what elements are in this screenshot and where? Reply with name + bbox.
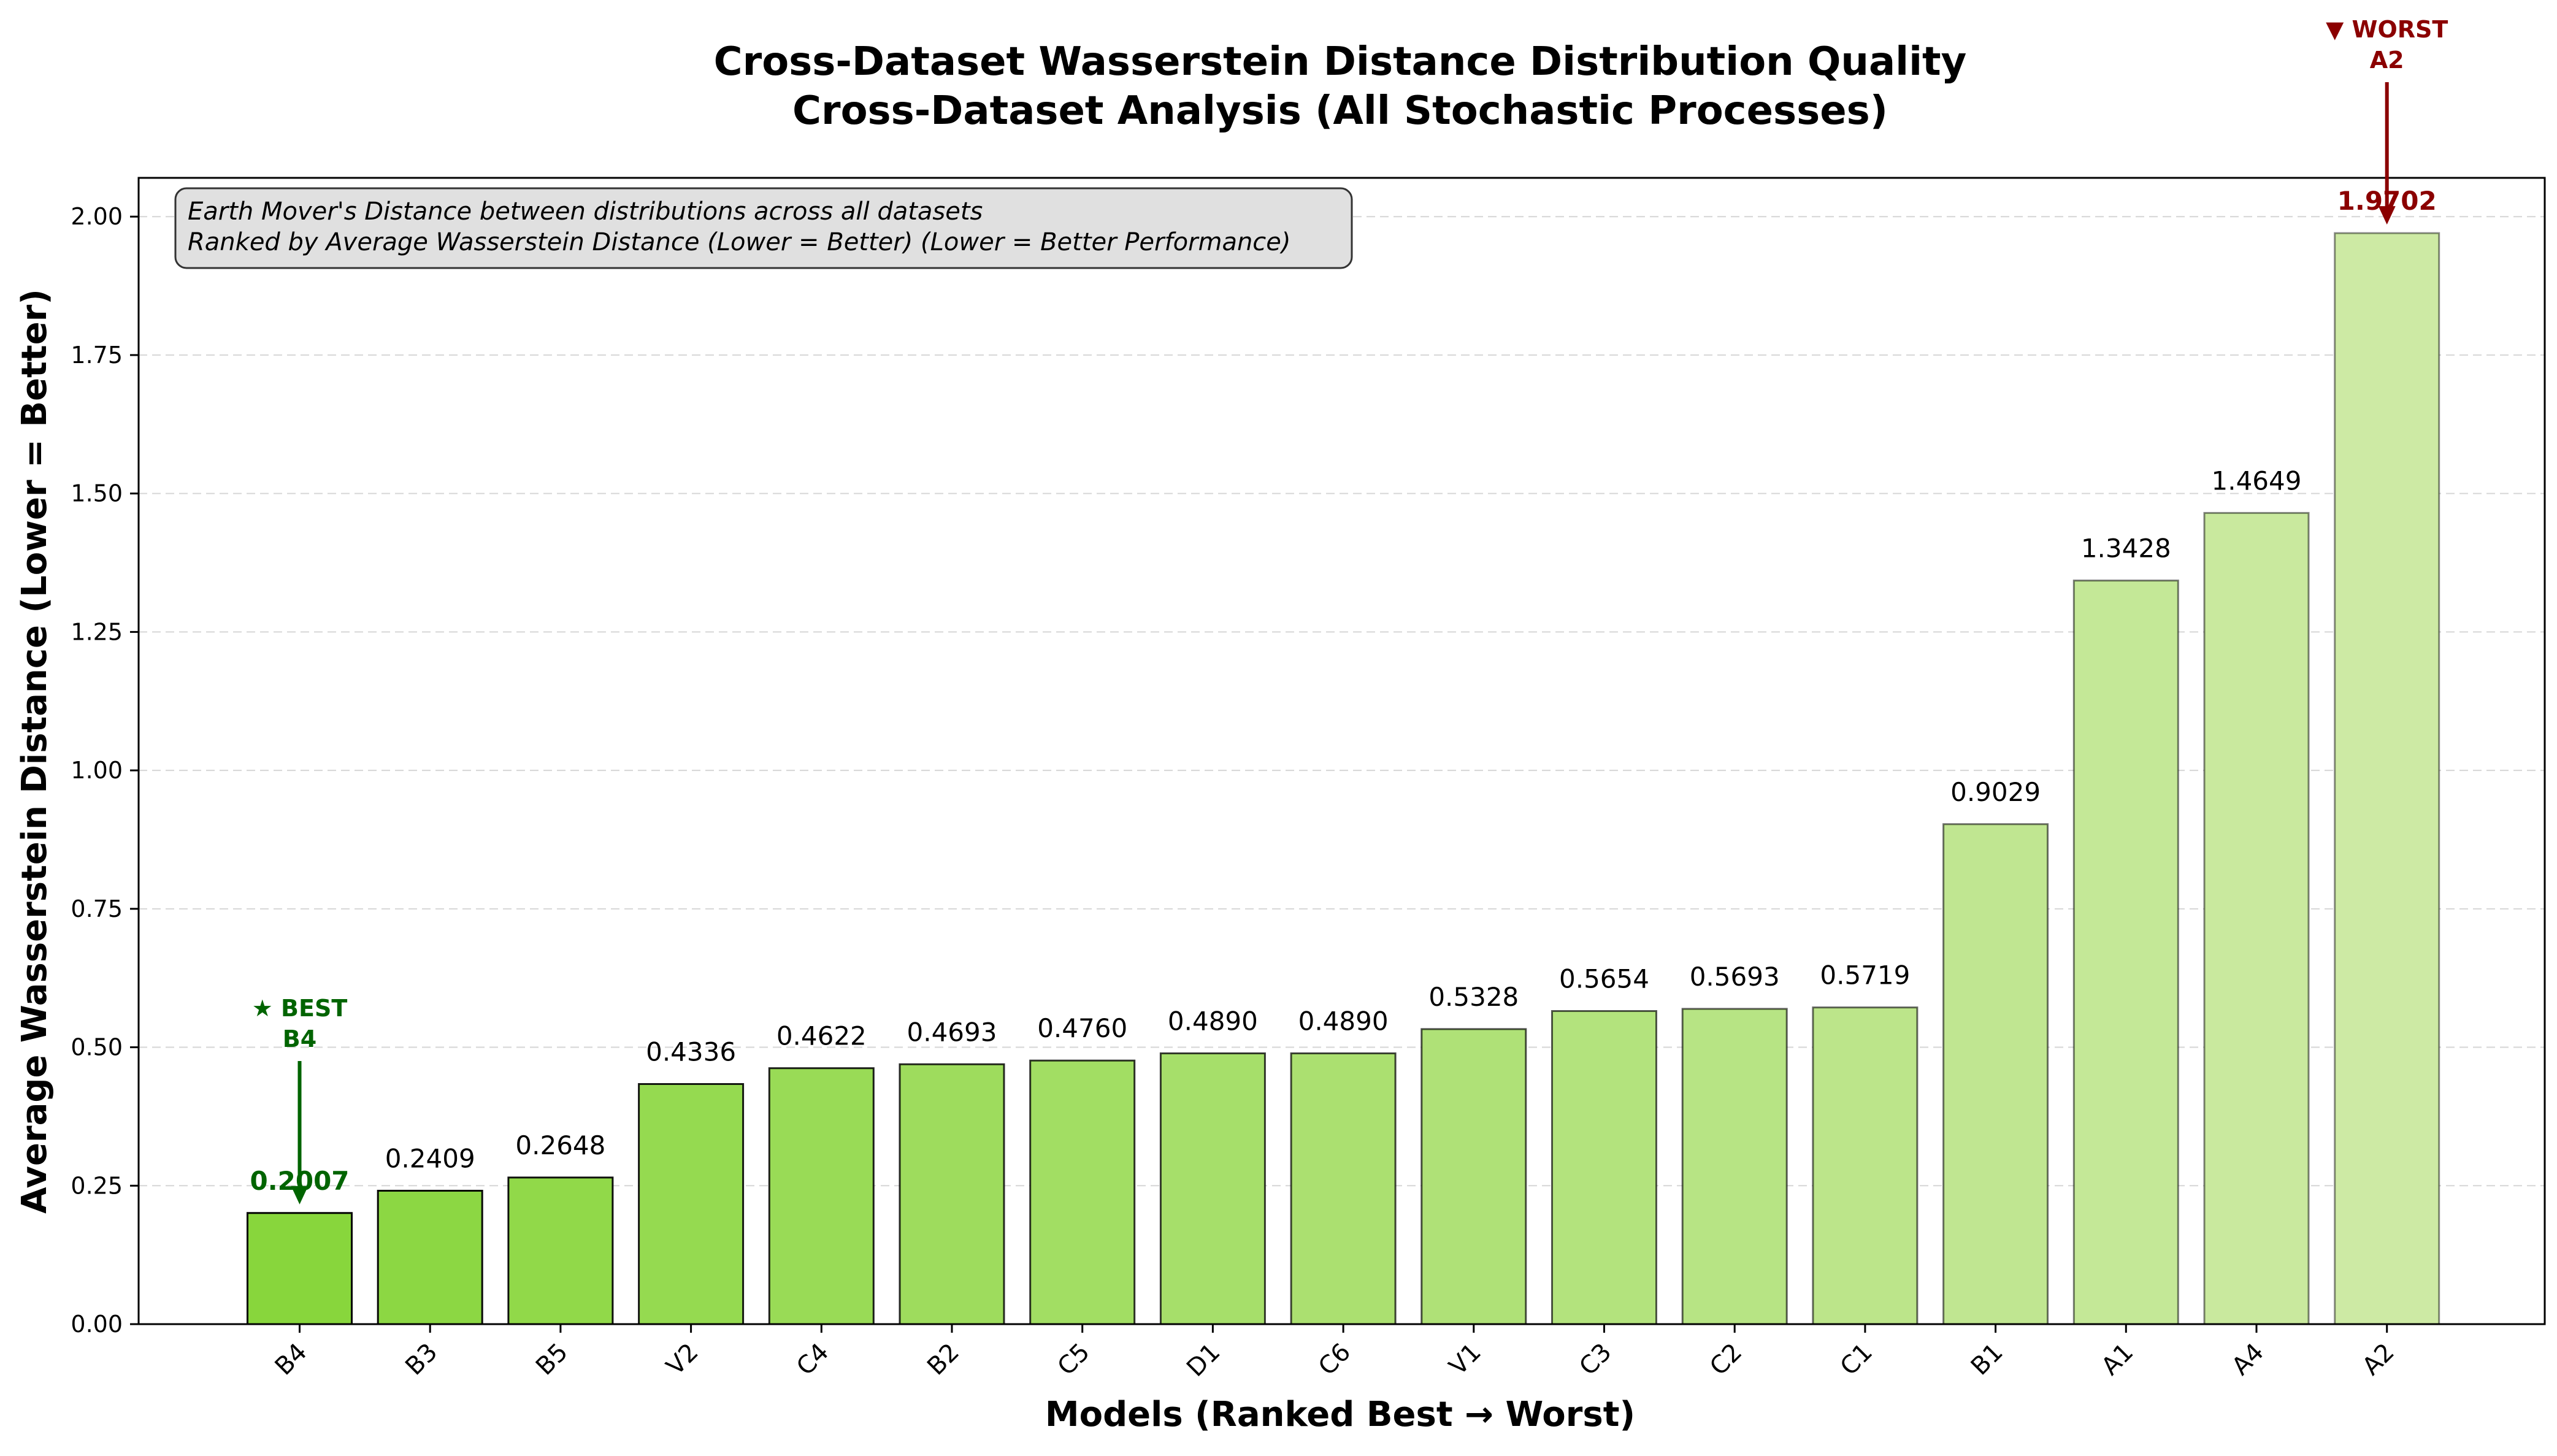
y-tick-label: 0.00 (71, 1311, 123, 1338)
bar-a4 (2203, 512, 2310, 1325)
y-axis-label: Average Wasserstein Distance (Lower = Be… (15, 289, 55, 1214)
x-tick-label: B5 (531, 1338, 573, 1381)
value-label: 0.5719 (1820, 960, 1910, 990)
bar-b5 (507, 1176, 614, 1325)
info-box-line2: Ranked by Average Wasserstein Distance (… (188, 228, 1291, 256)
bars (247, 232, 2440, 1325)
value-label: 0.4890 (1168, 1006, 1258, 1036)
value-label: 0.4336 (646, 1037, 736, 1067)
x-tick-label: C2 (1704, 1338, 1747, 1381)
y-tick-label: 0.50 (71, 1034, 123, 1061)
bar-b1 (1942, 823, 2049, 1325)
worst-annotation-label: ▼ WORST (2326, 16, 2448, 43)
x-tick-label: V1 (1444, 1338, 1487, 1381)
bar-b4 (247, 1212, 353, 1325)
best-arrowhead (291, 1186, 309, 1205)
value-label: 0.2648 (515, 1130, 605, 1160)
x-tick-label: C3 (1574, 1338, 1617, 1381)
value-label: 0.2409 (385, 1143, 475, 1173)
bar-v2 (638, 1083, 745, 1325)
x-tick-label: B4 (270, 1338, 313, 1381)
x-tick-label: C6 (1313, 1338, 1356, 1381)
y-tick-label: 1.50 (71, 480, 123, 507)
bar-d1 (1159, 1052, 1266, 1325)
y-tick-label: 0.25 (71, 1172, 123, 1199)
y-tick-label: 1.00 (71, 757, 123, 784)
value-label: 1.3428 (2081, 534, 2171, 564)
value-label: 0.4693 (907, 1017, 997, 1047)
value-label: 0.4890 (1298, 1006, 1389, 1036)
info-box-background (174, 187, 1353, 269)
bar-a1 (2072, 580, 2179, 1325)
x-tick-label: A4 (2226, 1338, 2269, 1381)
bar-c1 (1812, 1006, 1919, 1325)
y-tick-label: 1.25 (71, 618, 123, 645)
x-tick-label: C5 (1052, 1338, 1095, 1381)
x-axis-ticks: B4 B3 B5 V2 C4 B2 C5 D1 C6 V1 C3 C2 C1 B1 A1 A4 A2 (270, 1324, 2400, 1382)
bar-b2 (899, 1063, 1005, 1325)
chart-subtitle: Cross-Dataset Analysis (All Stochastic P… (792, 88, 1888, 134)
bar-c3 (1551, 1010, 1657, 1325)
info-box: Earth Mover's Distance between distribut… (174, 187, 1353, 269)
y-axis-ticks: 0.00 0.25 0.50 0.75 1.00 1.25 1.50 1.75 2.00 (71, 203, 139, 1338)
y-tick-label: 1.75 (71, 342, 123, 369)
plot-frame (137, 177, 2546, 1325)
value-label: 0.5654 (1559, 964, 1649, 994)
value-label: 0.5693 (1690, 962, 1780, 992)
y-tick-label: 2.00 (71, 203, 123, 230)
x-tick-label: V2 (661, 1338, 704, 1381)
bar-v1 (1420, 1028, 1527, 1325)
grid-lines (139, 216, 2545, 1187)
value-label: 0.4622 (776, 1021, 867, 1051)
bar-c2 (1681, 1008, 1788, 1325)
x-tick-label: B3 (400, 1338, 443, 1381)
annotations: ★ BEST B4 ▼ WORST A2 (252, 16, 2448, 1205)
x-axis-label: Models (Ranked Best → Worst) (1045, 1395, 1635, 1435)
y-tick-label: 0.75 (71, 895, 123, 922)
value-label: 1.4649 (2212, 466, 2302, 496)
bar-a2 (2334, 232, 2440, 1325)
x-tick-label: D1 (1181, 1338, 1225, 1382)
bar-c6 (1290, 1052, 1397, 1325)
best-annotation-label: ★ BEST (252, 995, 348, 1022)
chart-title: Cross-Dataset Wasserstein Distance Distr… (714, 39, 1967, 85)
best-annotation-model: B4 (283, 1025, 316, 1052)
x-tick-label: A1 (2096, 1338, 2139, 1381)
x-tick-label: A2 (2357, 1338, 2400, 1381)
value-label: 0.9029 (1950, 777, 2041, 807)
bar-b3 (377, 1189, 483, 1325)
value-label: 0.4760 (1037, 1013, 1127, 1043)
bar-c4 (768, 1067, 875, 1325)
bar-c5 (1029, 1059, 1136, 1325)
x-tick-label: C1 (1835, 1338, 1878, 1381)
info-box-line1: Earth Mover's Distance between distribut… (188, 197, 983, 226)
worst-annotation-model: A2 (2370, 47, 2404, 74)
x-tick-label: B1 (1966, 1338, 2009, 1381)
worst-arrowhead (2378, 206, 2396, 225)
x-tick-label: C4 (791, 1338, 834, 1381)
x-tick-label: B2 (922, 1338, 965, 1381)
value-label: 0.5328 (1428, 982, 1519, 1012)
